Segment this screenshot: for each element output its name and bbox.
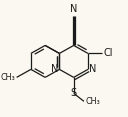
Text: N: N (70, 4, 77, 14)
Text: CH₃: CH₃ (85, 97, 100, 106)
Text: Cl: Cl (103, 48, 113, 58)
Text: S: S (71, 88, 77, 98)
Text: N: N (89, 64, 97, 74)
Text: N: N (51, 64, 58, 74)
Text: CH₃: CH₃ (1, 73, 15, 82)
